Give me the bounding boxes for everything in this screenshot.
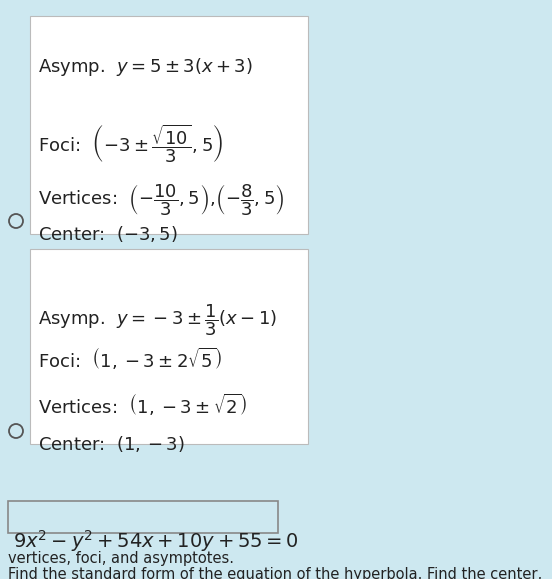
Text: Asymp.  $y=5\pm 3(x+3)$: Asymp. $y=5\pm 3(x+3)$ [38, 56, 253, 78]
FancyBboxPatch shape [30, 16, 308, 234]
Text: Center:  $(1,-3)$: Center: $(1,-3)$ [38, 434, 185, 454]
Text: Vertices:  $\left(-\dfrac{10}{3},5\right),\!\left(-\dfrac{8}{3},5\right)$: Vertices: $\left(-\dfrac{10}{3},5\right)… [38, 182, 284, 218]
FancyBboxPatch shape [8, 501, 278, 533]
Text: Center:  $(-3,5)$: Center: $(-3,5)$ [38, 224, 178, 244]
Text: Vertices:  $\left(1,-3\pm\sqrt{2}\right)$: Vertices: $\left(1,-3\pm\sqrt{2}\right)$ [38, 392, 247, 418]
Text: vertices, foci, and asymptotes.: vertices, foci, and asymptotes. [8, 551, 234, 566]
Text: Foci:  $\left(-3\pm\dfrac{\sqrt{10}}{3},5\right)$: Foci: $\left(-3\pm\dfrac{\sqrt{10}}{3},5… [38, 122, 224, 165]
Text: Asymp.  $y=-3\pm\dfrac{1}{3}(x-1)$: Asymp. $y=-3\pm\dfrac{1}{3}(x-1)$ [38, 302, 277, 338]
FancyBboxPatch shape [30, 249, 308, 444]
Text: Foci:  $\left(1,-3\pm 2\sqrt{5}\right)$: Foci: $\left(1,-3\pm 2\sqrt{5}\right)$ [38, 346, 222, 372]
Text: Find the standard form of the equation of the hyperbola. Find the center,: Find the standard form of the equation o… [8, 567, 542, 579]
Text: $9x^2 - y^2 + 54x + 10y + 55 = 0$: $9x^2 - y^2 + 54x + 10y + 55 = 0$ [13, 528, 299, 554]
